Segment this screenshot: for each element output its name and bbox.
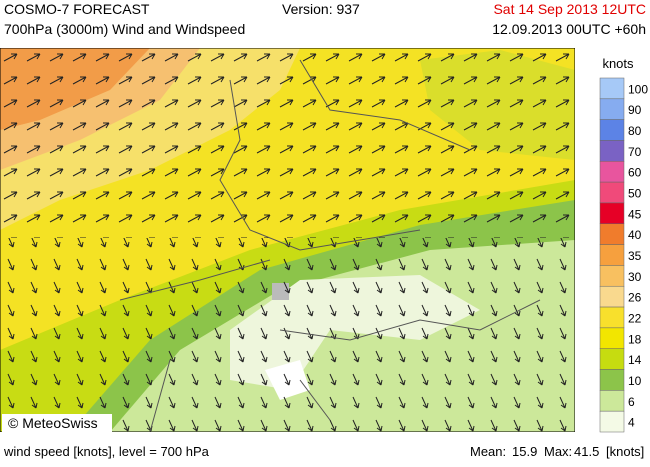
legend-swatch <box>599 244 625 266</box>
legend-swatch <box>599 98 625 120</box>
legend-label: 40 <box>628 228 642 242</box>
legend-swatch <box>599 265 625 287</box>
legend-label: 22 <box>628 311 642 325</box>
legend-label: 26 <box>628 291 642 305</box>
legend-swatch <box>599 327 625 349</box>
map <box>0 48 575 432</box>
legend-label: 35 <box>628 249 642 263</box>
version: Version: 937 <box>282 1 360 17</box>
copyright-box <box>2 414 112 432</box>
legend-label: 4 <box>628 416 635 430</box>
copyright: © MeteoSwiss <box>8 415 98 431</box>
max-label: Max: <box>544 444 572 459</box>
valid-time: Sat 14 Sep 2013 12UTC <box>493 1 646 17</box>
legend-swatch <box>599 285 625 308</box>
legend-label: 18 <box>628 332 642 346</box>
legend-swatch <box>599 202 625 225</box>
legend-swatch <box>599 410 625 433</box>
legend: 100 90 80 70 60 50 45 40 35 30 26 22 18 14 10 6 4 <box>599 77 648 433</box>
legend-swatch <box>599 77 625 100</box>
legend-swatch <box>599 181 625 204</box>
legend-label: 6 <box>628 395 635 409</box>
legend-swatch <box>599 161 625 183</box>
legend-swatch <box>599 390 625 412</box>
legend-swatch <box>599 140 625 162</box>
subtitle: 700hPa (3000m) Wind and Windspeed <box>4 21 245 37</box>
title: COSMO-7 FORECAST <box>4 1 150 17</box>
legend-label: 70 <box>628 145 642 159</box>
mean-value: 15.9 <box>512 444 537 459</box>
legend-swatch <box>599 306 625 329</box>
legend-label: 60 <box>628 166 642 180</box>
footer-left: wind speed [knots], level = 700 hPa <box>3 444 210 459</box>
legend-label: 10 <box>628 374 642 388</box>
legend-swatch <box>599 369 625 391</box>
legend-swatch <box>599 223 625 245</box>
mean-label: Mean: <box>470 444 506 459</box>
legend-title: knots <box>602 56 634 71</box>
legend-label: 90 <box>628 103 642 117</box>
legend-label: 100 <box>628 82 648 96</box>
unit: [knots] <box>606 444 644 459</box>
legend-label: 14 <box>628 353 642 367</box>
legend-label: 45 <box>628 207 642 221</box>
legend-label: 30 <box>628 270 642 284</box>
legend-swatch <box>599 119 625 141</box>
legend-swatch <box>599 348 625 370</box>
legend-label: 80 <box>628 124 642 138</box>
legend-label: 50 <box>628 187 642 201</box>
run-time: 12.09.2013 00UTC +60h <box>492 21 646 37</box>
max-value: 41.5 <box>574 444 599 459</box>
